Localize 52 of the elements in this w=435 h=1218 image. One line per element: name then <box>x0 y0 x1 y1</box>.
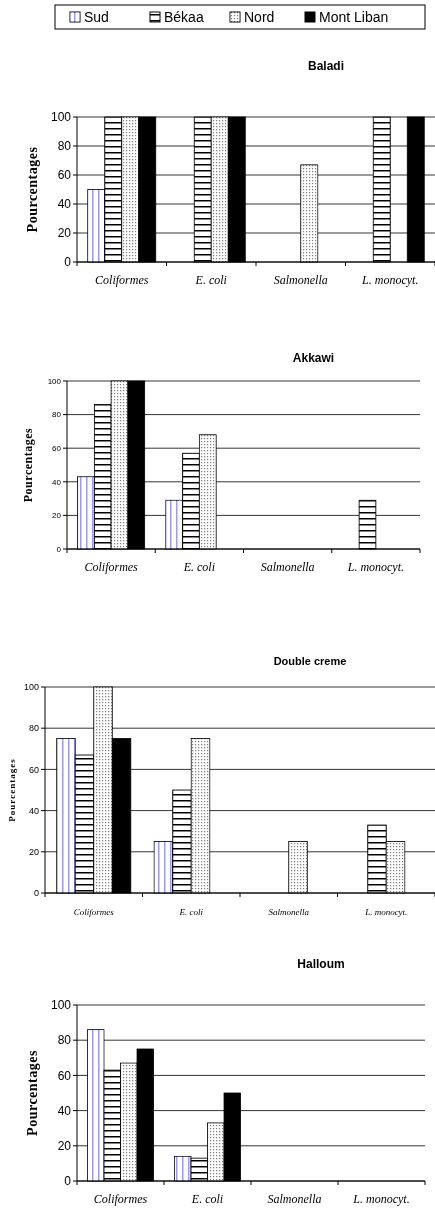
x-tick-label: E. coli <box>178 907 204 917</box>
y-tick-label: 20 <box>28 846 39 857</box>
y-tick-label: 80 <box>57 1033 72 1048</box>
y-tick-label: 60 <box>57 168 72 183</box>
y-tick-label: 100 <box>50 110 72 125</box>
y-axis-title: Pourcentages <box>25 146 40 233</box>
y-tick-label: 0 <box>56 544 62 554</box>
y-tick-label: 100 <box>50 998 72 1013</box>
y-tick-label: 0 <box>64 255 72 270</box>
chart-title: Halloum <box>297 957 345 971</box>
x-tick-label: Coliformes <box>93 1192 148 1206</box>
x-tick-label: L. monocyt. <box>346 560 405 574</box>
y-tick-label: 80 <box>28 723 39 734</box>
x-tick-label: Salmonella <box>267 1192 322 1206</box>
x-tick-label: E. coli <box>194 273 227 287</box>
x-tick-label: E. coli <box>190 1192 224 1206</box>
y-tick-label: 40 <box>57 1103 72 1118</box>
y-tick-label: 40 <box>52 477 62 487</box>
y-tick-label: 20 <box>57 226 72 241</box>
y-axis-title: Pourcentages <box>7 758 17 822</box>
chart-title: Akkawi <box>292 351 335 365</box>
x-tick-label: Coliformes <box>95 273 149 287</box>
x-tick-label: E. coli <box>182 560 216 574</box>
y-tick-label: 80 <box>52 410 62 420</box>
x-tick-label: Coliformes <box>73 907 115 917</box>
y-tick-label: 60 <box>52 444 62 453</box>
x-tick-label: L. monocyt. <box>352 1192 410 1206</box>
y-tick-label: 20 <box>57 1139 72 1153</box>
x-tick-label: Coliformes <box>84 560 139 574</box>
y-tick-label: 20 <box>52 511 62 521</box>
x-tick-label: L. monocyt. <box>364 907 408 917</box>
y-axis-title: Pourcentages <box>25 1050 40 1136</box>
x-tick-label: Salmonella <box>260 560 315 574</box>
y-tick-label: 100 <box>47 376 62 386</box>
y-tick-label: 100 <box>23 682 39 693</box>
legend-label: Békaa <box>164 8 204 25</box>
y-tick-label: 80 <box>57 139 72 154</box>
chart-title: Baladi <box>307 59 345 73</box>
y-axis-title: Pourcentages <box>21 427 35 503</box>
legend-label: Sud <box>84 8 109 25</box>
chart-title: Double creme <box>273 655 347 667</box>
y-tick-label: 40 <box>57 197 72 212</box>
y-tick-label: 60 <box>28 764 39 775</box>
y-tick-label: 0 <box>33 888 39 899</box>
x-tick-label: L. monocyt. <box>361 273 419 287</box>
x-tick-label: Salmonella <box>273 273 328 287</box>
x-tick-label: Salmonella <box>268 907 310 917</box>
y-tick-label: 0 <box>64 1174 72 1189</box>
legend-label: Nord <box>244 8 275 25</box>
legend-label: Mont Liban <box>319 8 389 25</box>
y-tick-label: 60 <box>57 1068 72 1083</box>
y-tick-label: 40 <box>28 805 39 816</box>
